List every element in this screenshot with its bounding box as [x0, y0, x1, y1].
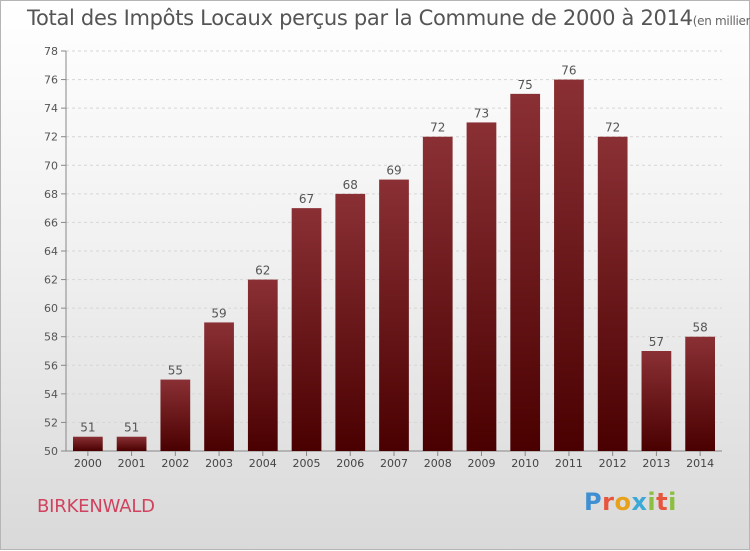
chart-title: Total des Impôts Locaux perçus par la Co…	[27, 6, 750, 30]
data-label-2013: 57	[649, 335, 664, 349]
bar-2014	[685, 336, 716, 451]
x-tick-labels: 2000 2001 2002 2003 2004 2005 2006 2007 2008 2009…	[74, 457, 714, 470]
x-tick-label-2014: 2014	[686, 457, 714, 470]
x-tick-label-2000: 2000	[74, 457, 102, 470]
bar-2013	[641, 351, 672, 451]
x-tick-label-2001: 2001	[118, 457, 146, 470]
logo-letter: i	[668, 488, 677, 516]
x-tick-label-2006: 2006	[336, 457, 364, 470]
data-label-2007: 69	[386, 164, 401, 178]
y-tick-label: 50	[44, 445, 58, 458]
x-tick-label-2004: 2004	[249, 457, 277, 470]
logo-letter: P	[584, 488, 603, 516]
data-label-2002: 55	[168, 364, 183, 378]
x-tick-label-2013: 2013	[642, 457, 670, 470]
data-label-2011: 76	[561, 64, 576, 78]
y-tick-label: 78	[44, 45, 58, 58]
y-tick-label: 70	[44, 159, 58, 172]
x-tick-label-2010: 2010	[511, 457, 539, 470]
commune-name: BIRKENWALD	[37, 496, 155, 517]
bar-2002	[160, 379, 191, 451]
bar-2004	[247, 279, 278, 451]
y-tick-labels: 50 52 54 56 58 60 62 64 66 68 70 72 74 76 78	[44, 45, 58, 458]
data-label-2008: 72	[430, 121, 445, 135]
data-label-2003: 59	[211, 306, 226, 320]
bar-2001	[116, 436, 147, 451]
x-tick-label-2008: 2008	[424, 457, 452, 470]
data-labels: 51 51 55 59 62 67 68 69 72 73 75 76 72 57 58	[80, 64, 708, 435]
x-tick-label-2007: 2007	[380, 457, 408, 470]
bar-2010	[510, 93, 541, 451]
logo-letter: x	[631, 488, 648, 516]
y-tick-label: 68	[44, 188, 58, 201]
y-tick-label: 64	[44, 245, 58, 258]
logo-letter: i	[647, 488, 657, 516]
data-label-2010: 75	[518, 78, 533, 92]
y-tick-label: 74	[44, 102, 58, 115]
bar-2012	[597, 136, 628, 451]
logo-letter: r	[602, 488, 615, 516]
chart-title-text: Total des Impôts Locaux perçus par la Co…	[27, 6, 693, 30]
bar-2003	[204, 322, 234, 451]
data-label-2001: 51	[124, 421, 139, 435]
data-label-2000: 51	[80, 421, 95, 435]
bar-2007	[379, 179, 409, 452]
bars	[72, 79, 716, 452]
y-tick-label: 72	[44, 131, 58, 144]
bar-2000	[72, 436, 103, 451]
x-tick-label-2003: 2003	[205, 457, 233, 470]
y-tick-label: 66	[44, 216, 58, 229]
y-tick-label: 58	[44, 331, 58, 344]
x-tick-label-2005: 2005	[293, 457, 321, 470]
bar-2008	[422, 136, 453, 451]
y-tick-label: 54	[44, 388, 58, 401]
x-tick-label-2002: 2002	[161, 457, 189, 470]
bar-2005	[291, 208, 322, 451]
y-tick-label: 62	[44, 274, 58, 287]
bar-2011	[554, 79, 584, 452]
logo-letter: t	[656, 488, 669, 516]
y-tick-label: 60	[44, 302, 58, 315]
x-tick-label-2009: 2009	[467, 457, 495, 470]
data-label-2006: 68	[343, 178, 358, 192]
x-tick-label-2011: 2011	[555, 457, 583, 470]
data-label-2012: 72	[605, 121, 620, 135]
data-label-2009: 73	[474, 106, 489, 120]
proxiti-logo[interactable]: Proxiti	[584, 488, 677, 516]
bar-2006	[335, 193, 366, 451]
y-tick-label: 56	[44, 359, 58, 372]
data-label-2004: 62	[255, 264, 270, 278]
chart-title-unit: (en milliers d'€)	[692, 14, 750, 28]
x-tick-label-2012: 2012	[599, 457, 627, 470]
y-tick-label: 76	[44, 74, 58, 87]
data-label-2014: 58	[692, 321, 707, 335]
y-tick-label: 52	[44, 416, 58, 429]
bar-2009	[466, 122, 497, 451]
logo-letter: o	[614, 488, 632, 516]
data-label-2005: 67	[299, 192, 314, 206]
